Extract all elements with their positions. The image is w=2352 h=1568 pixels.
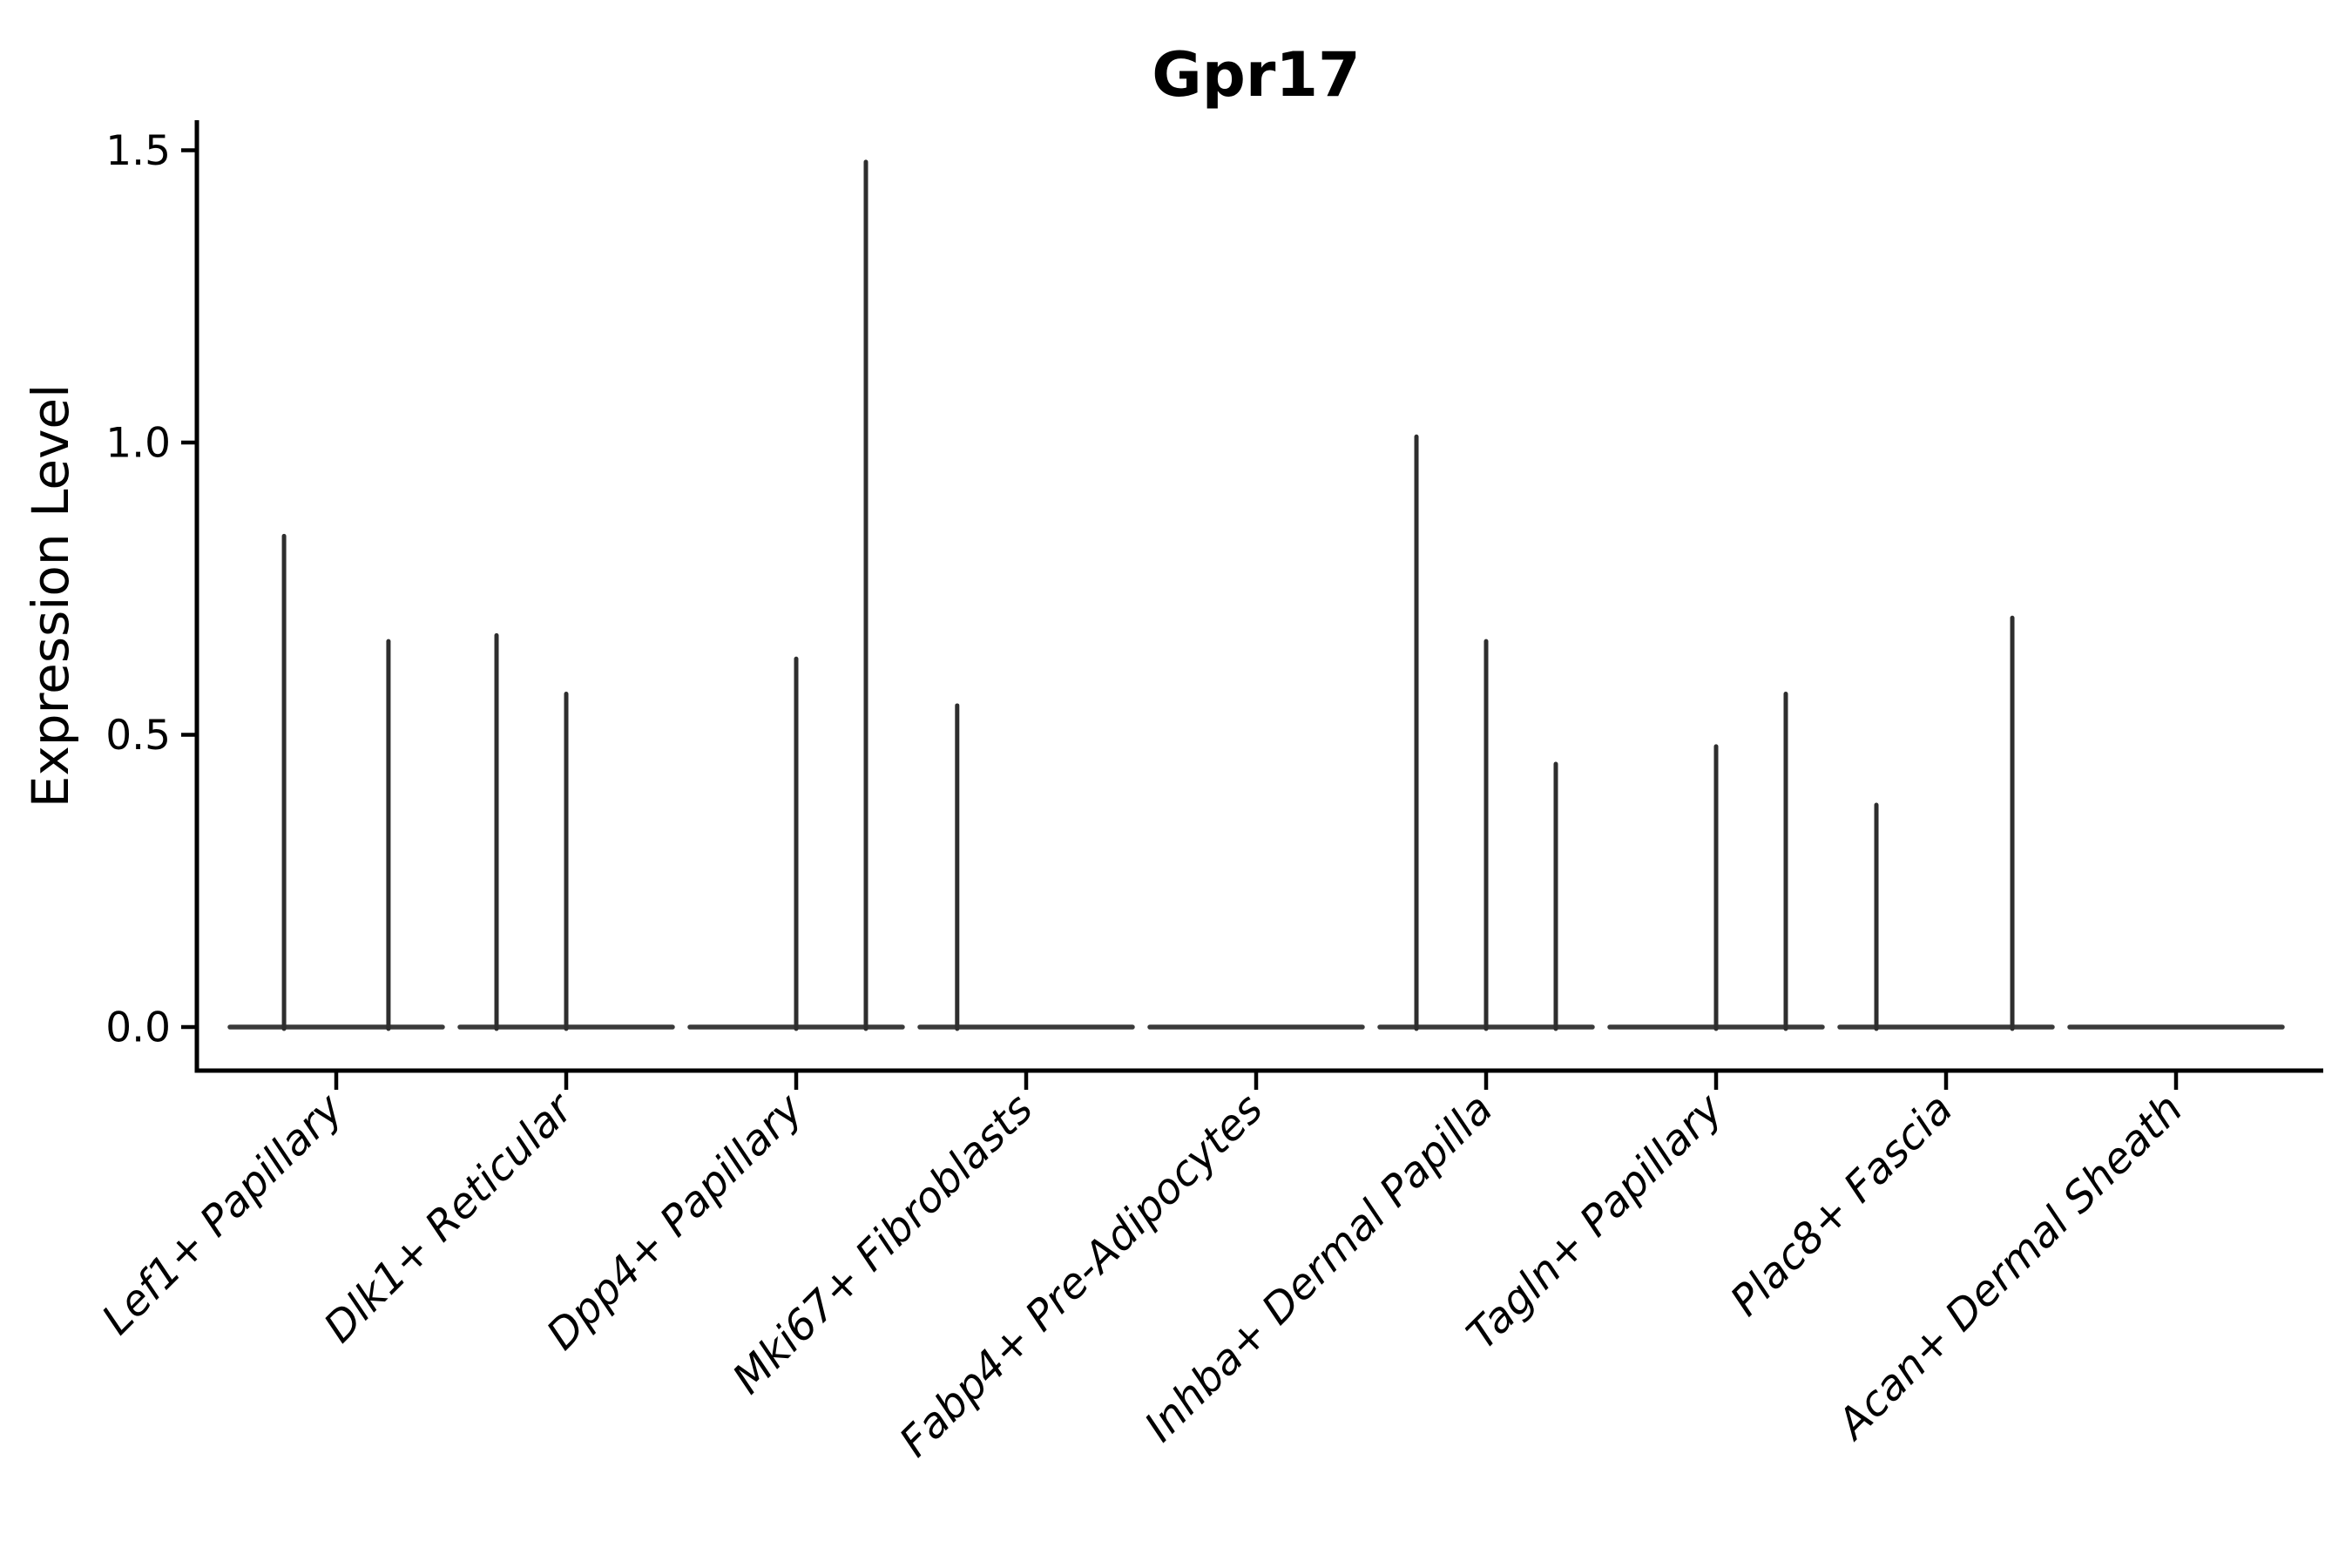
- violin-category: [1377, 434, 1595, 1031]
- violin-category: [687, 159, 905, 1031]
- y-axis-ticks: 0.0 0.5 1.0 1.5: [105, 127, 197, 1051]
- y-tick-label: 0.5: [105, 712, 171, 760]
- x-tick-label: Lef1+ Papillary: [92, 1084, 353, 1344]
- violin-category: [1837, 615, 2055, 1031]
- y-tick-label: 0.0: [105, 1004, 171, 1051]
- x-tick-label: Tagln+ Papillary: [1457, 1084, 1733, 1359]
- y-tick-label: 1.0: [105, 419, 171, 467]
- x-tick-label: Dpp4+ Papillary: [537, 1084, 813, 1359]
- violin-category: [227, 533, 445, 1031]
- x-tick-label: Fabp4+ Pre-Adipocytes: [890, 1085, 1273, 1467]
- violin-category: [917, 703, 1135, 1031]
- violin-category: [457, 632, 675, 1031]
- violins: [227, 159, 2285, 1031]
- y-axis-label: Expression Level: [21, 384, 80, 808]
- x-tick-label: Plac8+ Fascia: [1721, 1085, 1963, 1326]
- x-tick-label: Dlk1+ Reticular: [314, 1083, 585, 1353]
- chart-title: Gpr17: [1152, 39, 1361, 111]
- y-tick-label: 1.5: [105, 127, 171, 175]
- violin-category: [1607, 692, 1825, 1031]
